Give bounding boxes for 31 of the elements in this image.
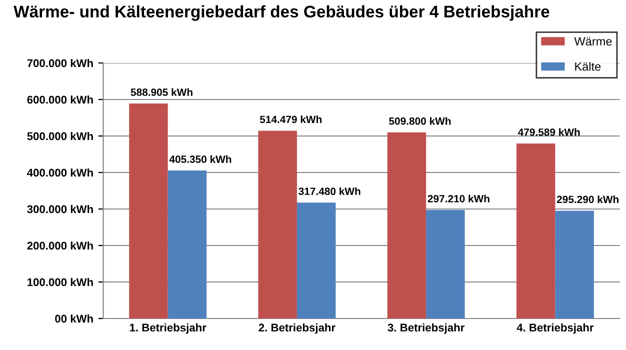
legend-label: Kälte — [575, 62, 601, 71]
data-label: 405.350 kWh — [169, 155, 232, 163]
data-label: 509.800 kWh — [389, 117, 451, 125]
data-label: 479.589 kWh — [518, 128, 580, 136]
legend-label: Wärme — [574, 37, 612, 46]
bar — [555, 210, 594, 318]
bar — [258, 130, 297, 318]
y-tick-label: 00 kWh — [55, 314, 93, 323]
data-label: 317.480 kWh — [298, 187, 360, 196]
bar — [516, 143, 556, 318]
x-tick-label: 1. Betriebsjahr — [130, 323, 206, 334]
bar — [296, 202, 336, 318]
x-tick-label: 3. Betriebsjahr — [388, 323, 464, 334]
bar — [129, 104, 168, 318]
data-label: 514.479 kWh — [260, 115, 322, 124]
y-tick-label: 200.000 kWh — [27, 241, 93, 250]
y-tick-label: 500.000 kWh — [27, 132, 93, 140]
y-tick-label: 600.000 kWh — [27, 95, 93, 104]
y-tick-label: 100.000 kWh — [28, 278, 93, 286]
bar — [387, 132, 426, 318]
y-tick-label: 400.000 kWh — [27, 168, 93, 177]
bar — [168, 170, 207, 318]
x-tick-label: 4. Betriebsjahr — [516, 323, 594, 334]
x-tick-label: 2. Betriebsjahr — [258, 323, 336, 334]
y-tick-label: 700.000 kWh — [27, 58, 93, 68]
bar — [426, 210, 465, 318]
y-tick-label: 300.000 kWh — [27, 204, 93, 214]
chart-title: Wärme- und Kälteenergiebedarf des Gebäudes über 4 Betriebsjahre — [14, 5, 550, 21]
data-label: 295.290 kWh — [556, 195, 618, 204]
data-label: 297.210 kWh — [428, 194, 490, 202]
data-label: 588.905 kWh — [130, 88, 192, 96]
